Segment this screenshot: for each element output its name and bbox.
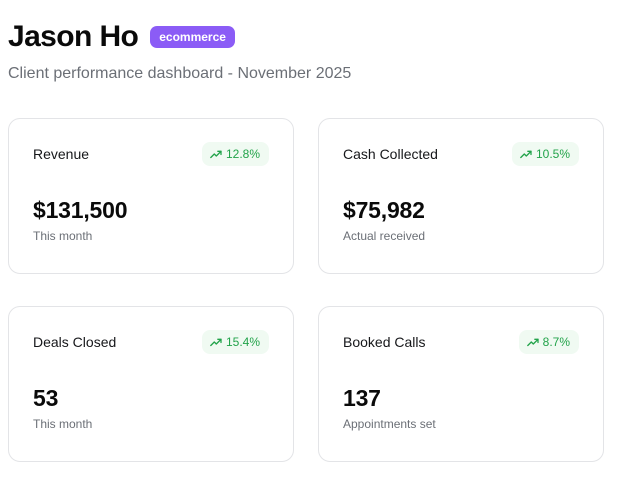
trend-badge: 12.8% bbox=[201, 142, 269, 166]
trending-up-icon bbox=[210, 150, 222, 159]
metric-card-booked-calls: Booked Calls 8.7% 137 Appointments set bbox=[318, 306, 604, 462]
trend-value: 15.4% bbox=[225, 335, 260, 349]
metric-label: Cash Collected bbox=[343, 146, 438, 162]
metric-caption: Appointments set bbox=[343, 417, 436, 431]
metric-caption: This month bbox=[33, 229, 93, 243]
trend-badge: 15.4% bbox=[201, 330, 269, 354]
trending-up-icon bbox=[210, 338, 222, 347]
metric-value: $75,982 bbox=[343, 197, 425, 223]
client-name: Jason Ho bbox=[8, 20, 139, 53]
metric-value: 53 bbox=[33, 385, 59, 411]
trending-up-icon bbox=[526, 338, 539, 347]
metric-value: $131,500 bbox=[33, 197, 128, 223]
metric-label: Deals Closed bbox=[33, 334, 117, 350]
trend-badge: 10.5% bbox=[511, 142, 579, 166]
page-subtitle: Client performance dashboard - November … bbox=[8, 65, 352, 82]
metric-value: 137 bbox=[343, 385, 381, 411]
metric-card-deals-closed: Deals Closed 15.4% 53 This month bbox=[8, 306, 294, 462]
niche-badge: ecommerce bbox=[150, 26, 235, 48]
metric-card-cash-collected: Cash Collected 10.5% $75,982 Actual rece… bbox=[318, 118, 604, 274]
page-header: Jason Ho ecommerce bbox=[8, 18, 614, 56]
metric-caption: Actual received bbox=[343, 229, 426, 243]
metric-label: Revenue bbox=[33, 146, 90, 162]
trend-value: 12.8% bbox=[225, 147, 260, 161]
trending-up-icon bbox=[520, 150, 532, 159]
trend-value: 8.7% bbox=[542, 335, 570, 349]
metric-card-revenue: Revenue 12.8% $131,500 This month bbox=[8, 118, 294, 274]
metric-caption: This month bbox=[33, 417, 93, 431]
trend-badge: 8.7% bbox=[518, 330, 579, 354]
metric-label: Booked Calls bbox=[343, 334, 426, 350]
metrics-grid: Revenue 12.8% $131,500 This month Cash C… bbox=[8, 118, 604, 462]
trend-value: 10.5% bbox=[535, 147, 570, 161]
